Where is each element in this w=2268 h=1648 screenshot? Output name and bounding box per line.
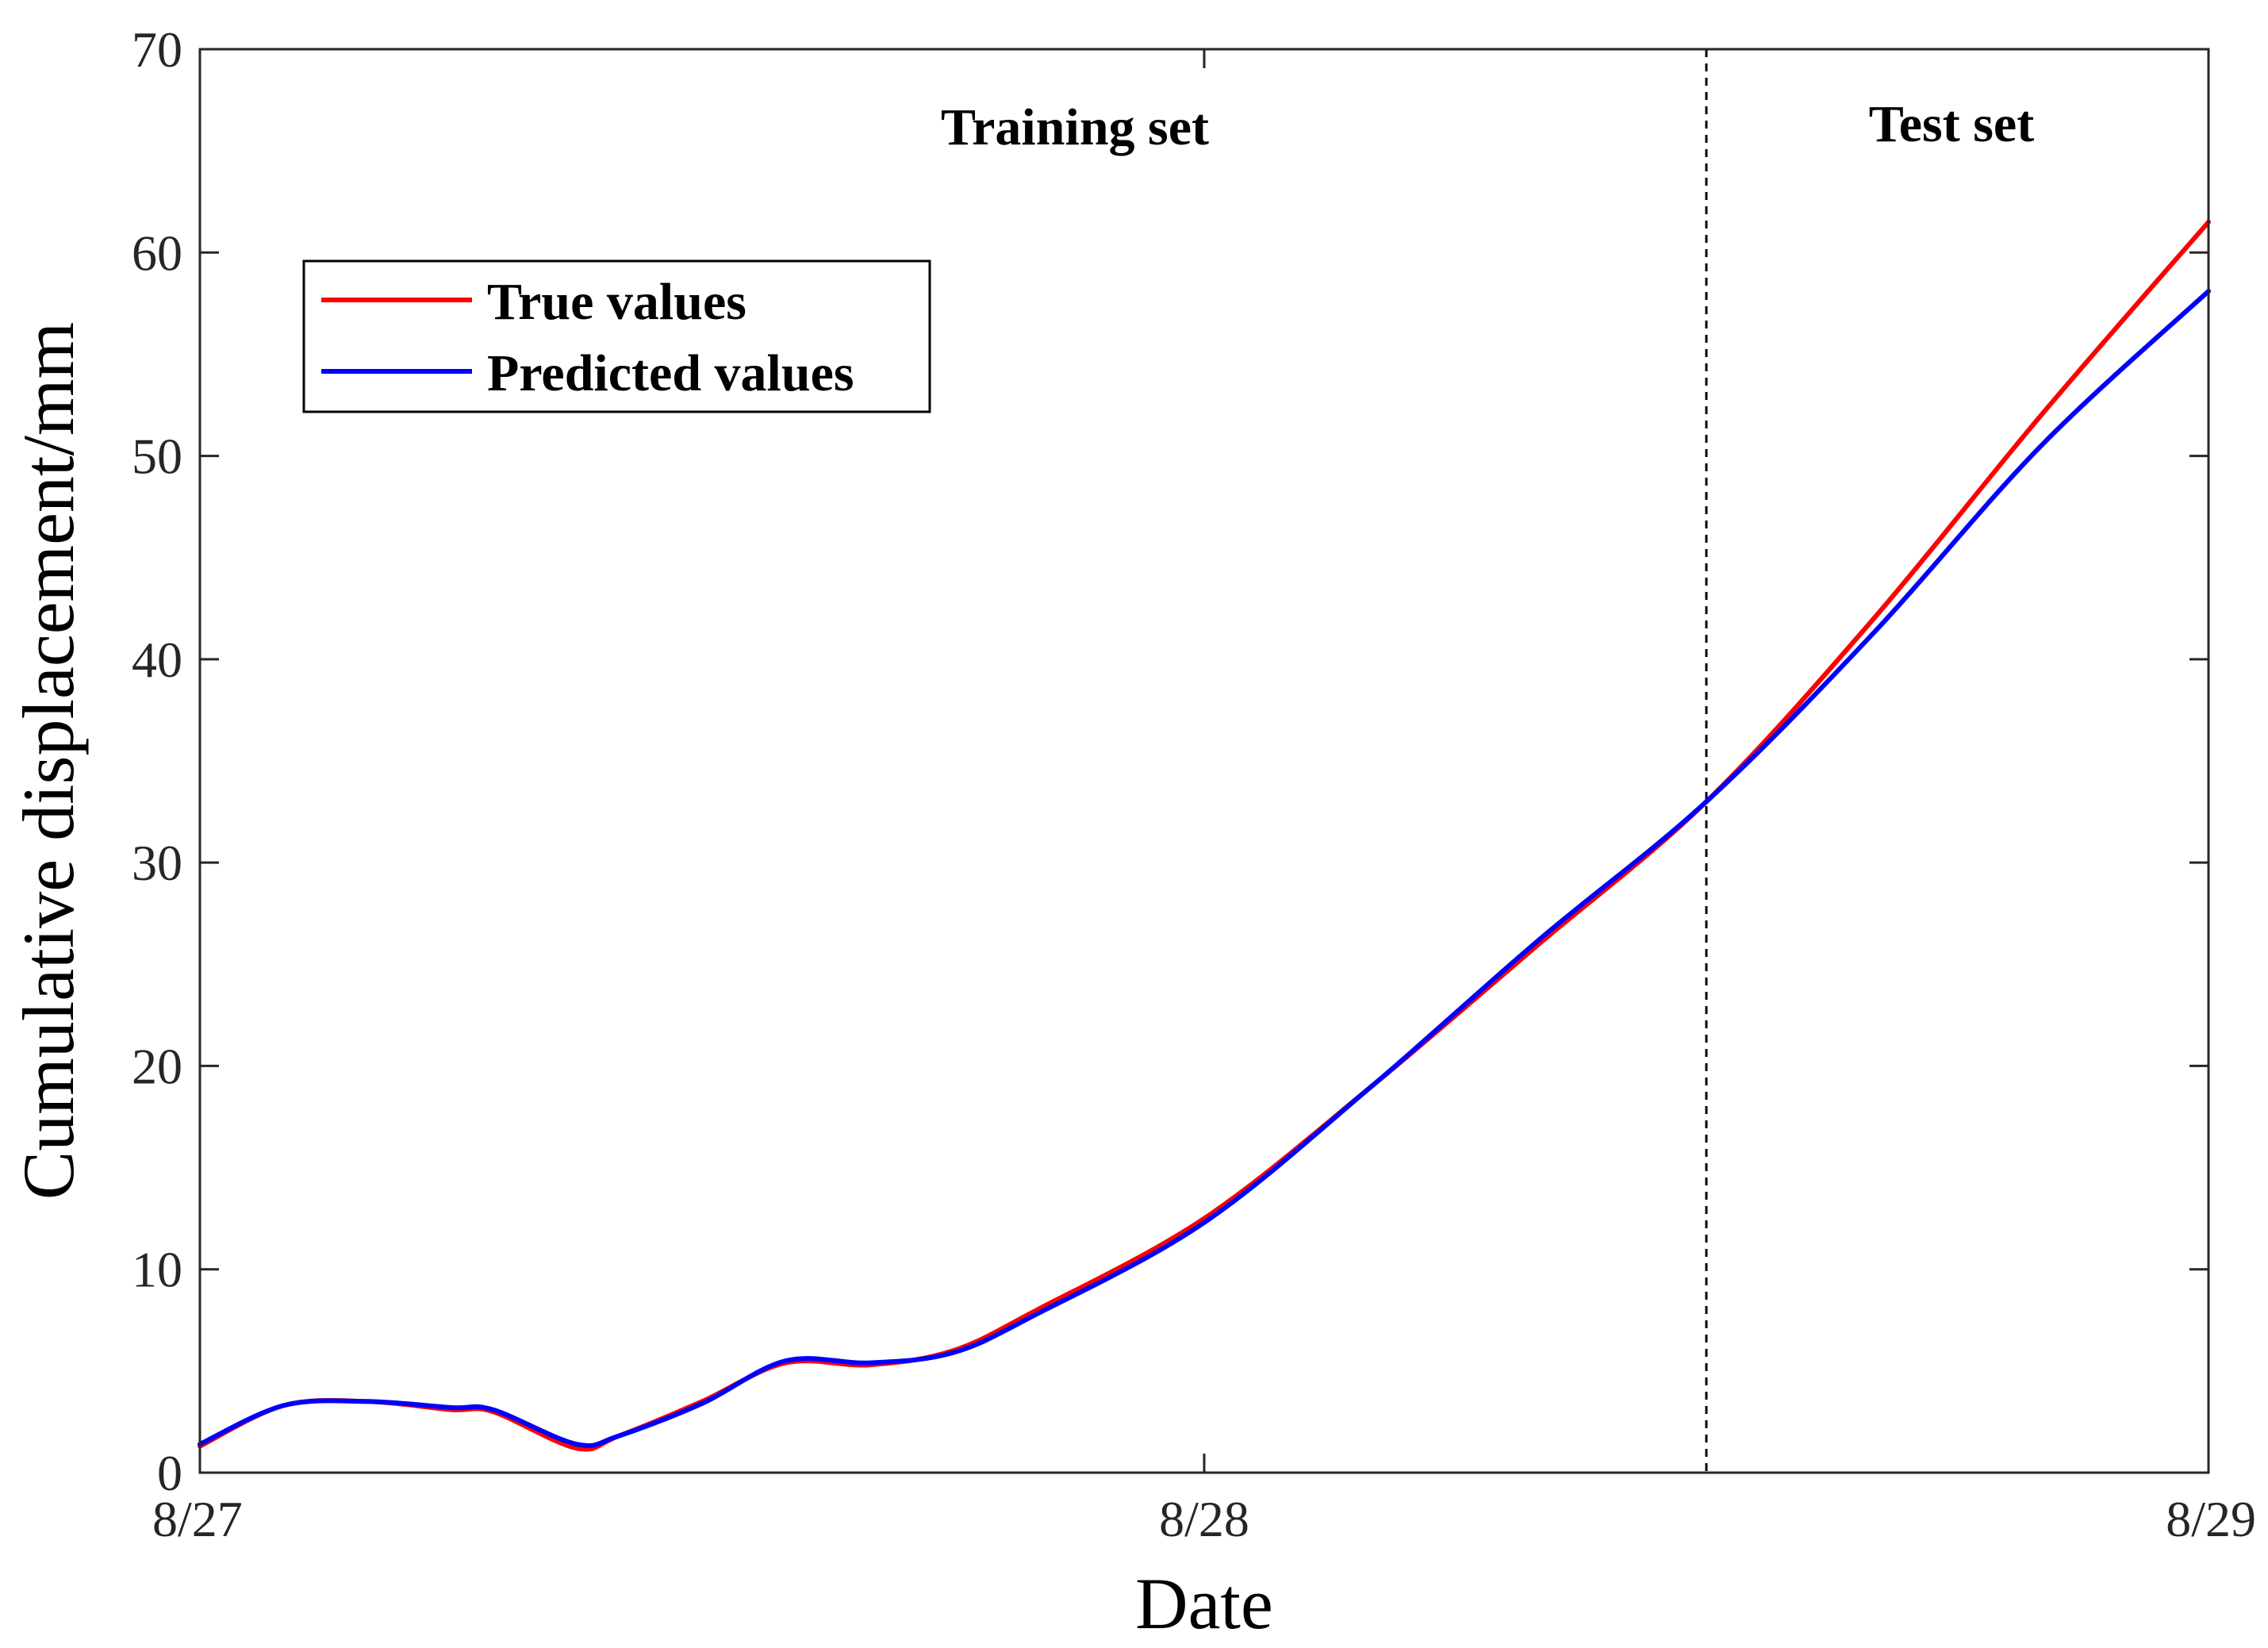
x-tick-label-1: 8/28 xyxy=(1159,1491,1249,1547)
x-tick-label-0: 8/27 xyxy=(152,1491,243,1547)
y-tick-label-30: 30 xyxy=(132,835,182,891)
legend-true-label: True values xyxy=(487,273,746,331)
x-tick-label-2: 8/29 xyxy=(2166,1491,2256,1547)
y-tick-label-10: 10 xyxy=(132,1242,182,1298)
y-axis-title: Cumulative displacement/mm xyxy=(8,322,89,1200)
y-tick-label-60: 60 xyxy=(132,225,182,281)
training-set-annotation: Training set xyxy=(941,98,1209,156)
legend-predicted-label: Predicted values xyxy=(487,344,854,402)
dynamic-layer: 0 10 20 30 40 50 60 70 8/27 8/28 8/29 xyxy=(132,21,2256,1547)
series-line-predicted-values xyxy=(198,289,2211,1449)
y-tick-label-20: 20 xyxy=(132,1038,182,1094)
x-axis-title: Date xyxy=(1135,1563,1273,1644)
y-tick-label-50: 50 xyxy=(132,428,182,485)
y-tick-label-40: 40 xyxy=(132,632,182,688)
test-set-annotation: Test set xyxy=(1869,95,2034,153)
legend-box xyxy=(302,259,931,413)
legend: True values Predicted values xyxy=(302,259,931,413)
y-tick-label-0: 0 xyxy=(157,1445,182,1501)
y-tick-label-70: 70 xyxy=(132,21,182,78)
axes-frame xyxy=(198,48,2210,1474)
